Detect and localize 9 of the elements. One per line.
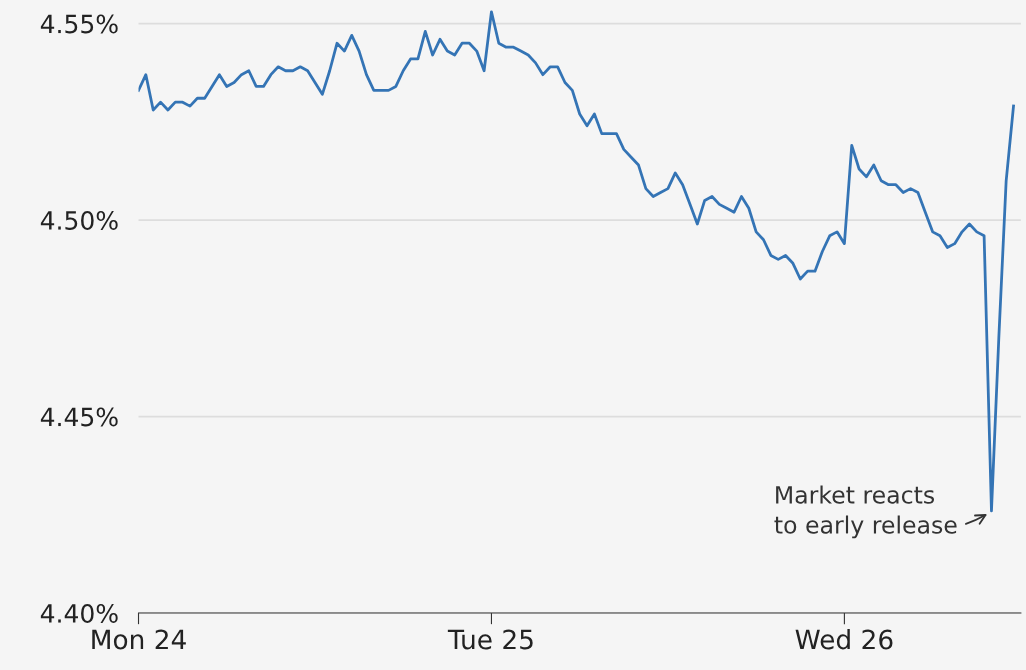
y-tick-label: 4.40% [40, 603, 118, 623]
x-tick-label: Mon 24 [92, 629, 186, 650]
line-series [138, 10, 1015, 513]
annotation: Market reacts to early release [774, 485, 957, 539]
y-tick-label: 4.55% [40, 14, 118, 34]
y-tick-label: 4.45% [40, 407, 118, 427]
y-tick-label: 4.50% [40, 211, 118, 230]
x-tick-label: Tue 25 [447, 629, 533, 650]
x-tick-label: Wed 26 [795, 629, 893, 650]
